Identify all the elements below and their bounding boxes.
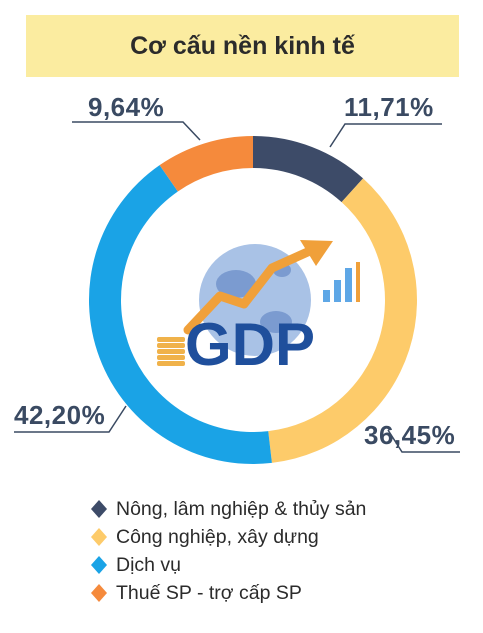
- leader-line-tax: [72, 121, 201, 141]
- slice-industry: [268, 178, 417, 463]
- legend-item: Thuế SP - trợ cấp SP: [88, 579, 366, 607]
- legend-label: Công nghiệp, xây dựng: [116, 525, 319, 548]
- legend-item: Dịch vụ: [88, 551, 366, 579]
- legend-marker-icon: [88, 526, 110, 548]
- slice-agriculture: [253, 136, 364, 203]
- legend-item: Công nghiệp, xây dựng: [88, 523, 366, 551]
- legend-label: Thuế SP - trợ cấp SP: [116, 581, 302, 604]
- chart-title: Cơ cấu nền kinh tế: [26, 15, 459, 77]
- bar-chart-icon: [323, 262, 360, 302]
- legend-label: Dịch vụ: [116, 553, 182, 576]
- growth-arrow-icon: [183, 245, 317, 335]
- legend-marker-icon: [88, 582, 110, 604]
- slice-tax: [159, 136, 253, 192]
- legend-marker-icon: [88, 554, 110, 576]
- legend: Nông, lâm nghiệp & thủy sản Công nghiệp,…: [88, 495, 366, 607]
- legend-label: Nông, lâm nghiệp & thủy sản: [116, 497, 367, 520]
- legend-item: Nông, lâm nghiệp & thủy sản: [88, 495, 366, 523]
- legend-marker-icon: [88, 498, 110, 520]
- leader-line-industry: [387, 429, 460, 453]
- data-label-tax: 9,64%: [88, 92, 165, 122]
- data-label-services: 42,20%: [14, 400, 106, 430]
- slice-services: [89, 165, 272, 464]
- label-leader-lines: [14, 121, 460, 453]
- leader-line-agriculture: [329, 123, 442, 148]
- donut-slices: [89, 136, 417, 464]
- leader-line-services: [14, 405, 127, 433]
- coins-icon: [157, 337, 185, 366]
- data-label-agriculture: 11,71%: [344, 92, 434, 122]
- gdp-emblem: GDP: [157, 240, 360, 378]
- gdp-text: GDP: [185, 311, 315, 378]
- data-label-industry: 36,45%: [364, 420, 456, 450]
